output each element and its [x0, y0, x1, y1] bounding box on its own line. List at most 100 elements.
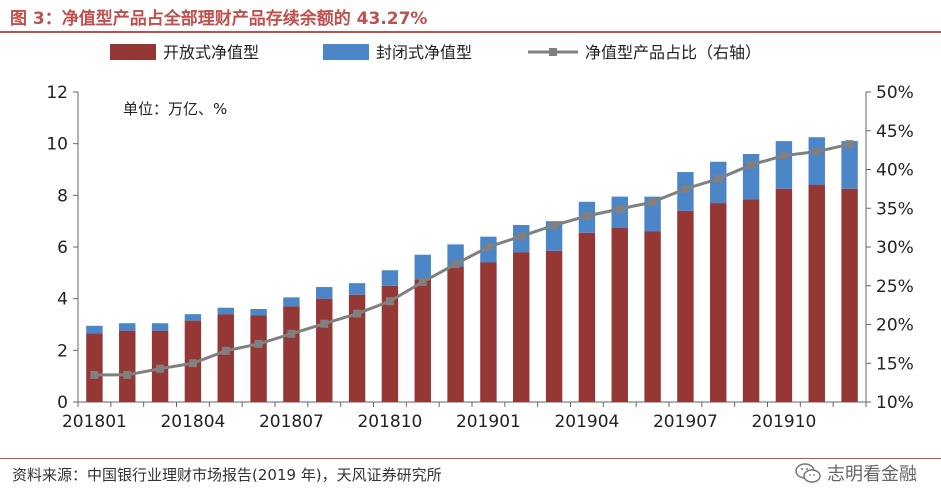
left-tick-label: 4 — [57, 290, 68, 310]
bar-closed-ended — [545, 221, 563, 251]
bar-closed-ended — [151, 323, 169, 331]
ratio-point — [90, 370, 99, 379]
left-tick-label: 2 — [57, 341, 68, 361]
right-tick-label: 40% — [876, 161, 914, 181]
bar-open-ended — [86, 333, 103, 402]
bar-open-ended — [513, 252, 530, 402]
bar-closed-ended — [119, 323, 136, 331]
source-rule — [0, 458, 941, 459]
bar-closed-ended — [808, 137, 825, 185]
ratio-point — [353, 309, 362, 318]
source-note: 资料来源：中国银行业理财市场报告(2019 年)，天风证券研究所 — [12, 466, 442, 484]
ratio-point — [845, 140, 854, 149]
left-tick-label: 6 — [57, 238, 68, 258]
bar-closed-ended — [250, 309, 267, 316]
ratio-point — [287, 329, 296, 338]
ratio-point — [451, 260, 460, 269]
bar-open-ended — [841, 188, 858, 402]
ratio-point — [156, 364, 165, 373]
right-tick-label: 30% — [876, 238, 914, 258]
bar-closed-ended — [217, 307, 234, 315]
ratio-point — [648, 198, 657, 207]
ratio-point — [254, 339, 263, 348]
bar-closed-ended — [316, 287, 333, 299]
legend-swatch — [323, 44, 369, 60]
x-tick-label: 201904 — [554, 412, 619, 432]
bar-closed-ended — [414, 254, 431, 280]
bar-open-ended — [677, 210, 694, 402]
x-tick-label: 201907 — [653, 412, 718, 432]
left-tick-label: 12 — [46, 83, 68, 103]
ratio-point — [385, 297, 394, 306]
legend-label: 封闭式净值型 — [376, 43, 472, 62]
ratio-point — [123, 370, 132, 379]
x-tick-label: 201801 — [62, 412, 127, 432]
bar-open-ended — [480, 262, 497, 402]
bar-open-ended — [742, 199, 760, 402]
bar-open-ended — [250, 315, 267, 402]
right-tick-label: 35% — [876, 199, 914, 219]
bar-closed-ended — [381, 270, 399, 286]
left-tick-label: 8 — [57, 186, 68, 206]
bar-closed-ended — [283, 297, 300, 307]
x-tick-label: 201807 — [259, 412, 324, 432]
bar-open-ended — [348, 294, 366, 402]
watermark: 志明看金融 — [795, 460, 917, 486]
ratio-point — [812, 147, 821, 156]
bar-closed-ended — [644, 196, 661, 232]
watermark-text: 志明看金融 — [827, 464, 917, 485]
ratio-line — [90, 140, 854, 379]
legend: 开放式净值型 封闭式净值型 净值型产品占比（右轴） — [110, 43, 761, 62]
x-tick-label: 201804 — [160, 412, 225, 432]
bar-open-ended — [644, 231, 661, 402]
ratio-point — [517, 232, 526, 241]
legend-swatch — [110, 44, 156, 60]
title-rule — [0, 31, 941, 33]
bar-closed-ended — [184, 314, 202, 321]
ratio-point — [484, 243, 493, 251]
bar-open-ended — [381, 285, 399, 402]
bar-open-ended — [447, 266, 464, 402]
ratio-point — [418, 277, 427, 286]
right-tick-label: 10% — [876, 393, 914, 413]
bar-open-ended — [578, 232, 596, 402]
axes: 0 2 4 6 8 10 12 10% 15% 20% 25% 30% 35% 40% 45% 50% 2018… — [46, 83, 913, 432]
left-tick-label: 10 — [46, 135, 68, 155]
bars — [86, 137, 858, 402]
figure-title: 图 3：净值型产品占全部理财产品存续余额的 43.27% — [10, 9, 428, 29]
right-tick-label: 15% — [876, 354, 914, 374]
bar-closed-ended — [348, 283, 366, 295]
bar-open-ended — [217, 314, 234, 402]
ratio-point — [615, 205, 624, 214]
chart: 开放式净值型 封闭式净值型 净值型产品占比（右轴） 单位：万亿、% 0 2 4 6 8 10 1… — [46, 43, 913, 432]
ratio-point — [188, 359, 197, 368]
right-tick-label: 45% — [876, 122, 914, 142]
ratio-point — [714, 174, 723, 183]
bar-open-ended — [545, 250, 563, 402]
x-tick-label: 201910 — [751, 412, 816, 432]
right-tick-label: 25% — [876, 277, 914, 297]
ratio-point — [550, 221, 559, 230]
bar-open-ended — [775, 188, 793, 402]
bar-open-ended — [414, 279, 431, 402]
ratio-point — [582, 212, 591, 220]
legend-label: 开放式净值型 — [163, 43, 259, 62]
ratio-point — [221, 346, 230, 355]
bar-closed-ended — [86, 325, 103, 334]
bar-open-ended — [611, 227, 628, 402]
bar-closed-ended — [775, 141, 793, 189]
right-tick-label: 50% — [876, 83, 914, 103]
ratio-point — [747, 160, 756, 169]
unit-label: 单位：万亿、% — [123, 100, 227, 118]
bar-open-ended — [710, 203, 727, 402]
ratio-point — [320, 319, 329, 328]
bar-open-ended — [283, 306, 300, 402]
ratio-point — [779, 151, 788, 160]
x-tick-label: 201901 — [456, 412, 521, 432]
ratio-line-path — [94, 142, 850, 377]
bar-open-ended — [808, 185, 825, 402]
ratio-point — [681, 184, 690, 193]
legend-label: 净值型产品占比（右轴） — [585, 43, 761, 62]
bar-open-ended — [119, 330, 136, 402]
right-tick-label: 20% — [876, 316, 914, 336]
